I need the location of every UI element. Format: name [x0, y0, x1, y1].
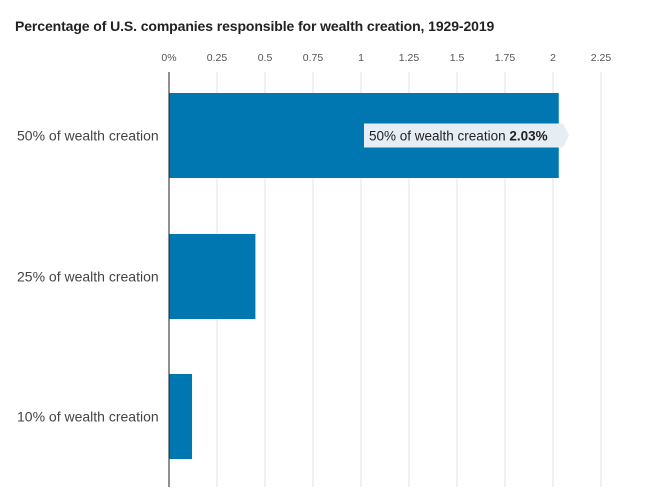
- category-label: 25% of wealth creation: [17, 269, 159, 285]
- category-labels: 50% of wealth creation 25% of wealth crea…: [17, 128, 159, 425]
- x-tick-label: 1.75: [495, 52, 516, 64]
- tooltip-value: 2.03%: [509, 129, 547, 144]
- x-axis-ticks: 0% 0.25 0.5 0.75 1 1.25 1.5 1.75 2 2.25: [161, 52, 611, 64]
- x-tick-label: 0.75: [303, 52, 324, 64]
- bar[interactable]: [169, 234, 256, 319]
- tooltip-box: [364, 123, 569, 148]
- x-tick-label: 1.25: [399, 52, 420, 64]
- x-tick-label: 1: [358, 52, 364, 64]
- tooltip-category: 50% of wealth creation: [369, 129, 509, 144]
- x-tick-label: 2.25: [591, 52, 612, 64]
- x-tick-label: 0%: [161, 52, 176, 64]
- bar[interactable]: [169, 374, 193, 459]
- tooltip-text: 50% of wealth creation 2.03%: [369, 129, 548, 144]
- tooltip: 50% of wealth creation 2.03%: [364, 123, 569, 148]
- category-label: 10% of wealth creation: [17, 409, 159, 425]
- bars: [169, 93, 559, 459]
- x-tick-label: 0.25: [207, 52, 228, 64]
- x-tick-label: 0.5: [258, 52, 273, 64]
- x-tick-label: 2: [550, 52, 556, 64]
- category-label: 50% of wealth creation: [17, 128, 159, 144]
- x-tick-label: 1.5: [450, 52, 465, 64]
- chart-title: Percentage of U.S. companies responsible…: [15, 18, 495, 34]
